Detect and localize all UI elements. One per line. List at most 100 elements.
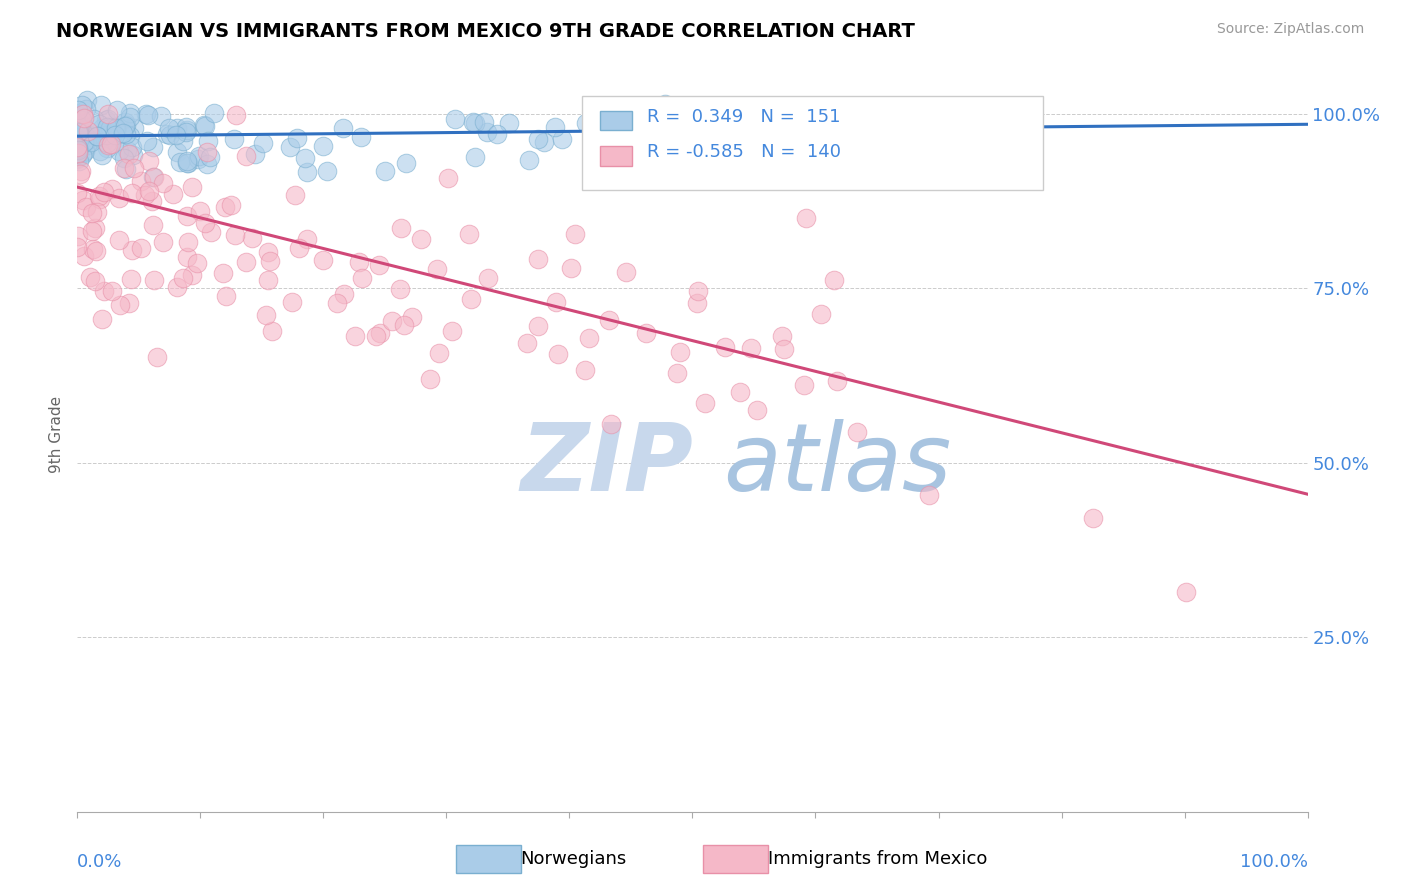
Point xyxy=(598,313,620,327)
Point xyxy=(98,137,121,152)
Point xyxy=(66,124,89,138)
Point xyxy=(166,280,188,294)
Point xyxy=(368,258,391,272)
Point xyxy=(516,335,538,350)
Point xyxy=(69,109,91,123)
Point xyxy=(66,111,89,125)
Point xyxy=(101,284,124,298)
Point xyxy=(122,161,145,176)
Point xyxy=(80,224,103,238)
Point xyxy=(90,128,112,143)
Point xyxy=(138,153,160,168)
Point xyxy=(628,103,651,117)
Point xyxy=(70,147,93,161)
Text: Immigrants from Mexico: Immigrants from Mexico xyxy=(768,850,987,868)
Point xyxy=(120,272,142,286)
Point xyxy=(172,270,194,285)
Point xyxy=(93,284,115,298)
Point xyxy=(70,163,93,178)
Point xyxy=(66,121,89,136)
Point xyxy=(395,156,418,170)
Point xyxy=(152,176,174,190)
Point xyxy=(202,106,225,120)
Point xyxy=(104,128,127,142)
Point xyxy=(142,219,165,233)
Point xyxy=(66,125,89,139)
FancyBboxPatch shape xyxy=(600,146,633,166)
Point xyxy=(374,164,396,178)
Point xyxy=(142,170,165,185)
Point xyxy=(389,221,412,235)
Point xyxy=(135,107,157,121)
Point xyxy=(98,134,121,148)
Point xyxy=(67,133,90,147)
Point xyxy=(176,155,198,169)
Point xyxy=(159,128,181,143)
Point xyxy=(686,296,709,310)
Point xyxy=(108,297,131,311)
Point xyxy=(69,167,91,181)
Point xyxy=(97,112,120,126)
Point xyxy=(174,125,197,139)
Point xyxy=(76,132,98,146)
Point xyxy=(73,249,96,263)
Point xyxy=(86,244,108,258)
Point xyxy=(366,328,388,343)
Point xyxy=(72,98,94,112)
Point xyxy=(104,123,127,137)
Point xyxy=(297,165,319,179)
Point xyxy=(254,308,277,322)
Point xyxy=(114,119,136,133)
Point xyxy=(195,157,218,171)
Point xyxy=(84,274,107,288)
Point xyxy=(181,268,204,283)
Text: Source: ZipAtlas.com: Source: ZipAtlas.com xyxy=(1216,22,1364,37)
Point xyxy=(636,326,658,340)
Point xyxy=(212,266,235,280)
Point xyxy=(66,142,89,156)
Point xyxy=(578,331,600,345)
Point xyxy=(66,146,89,161)
Point xyxy=(440,324,463,338)
Point xyxy=(75,103,97,117)
Point xyxy=(392,318,415,332)
Point xyxy=(463,115,485,129)
Point xyxy=(235,149,257,163)
Point xyxy=(772,342,794,356)
Point xyxy=(464,150,486,164)
Point xyxy=(129,241,152,255)
Point xyxy=(564,227,586,241)
Point xyxy=(87,189,110,203)
Point xyxy=(69,125,91,139)
Point xyxy=(198,151,221,165)
Point xyxy=(243,146,266,161)
Point xyxy=(187,149,209,163)
Point xyxy=(138,184,160,198)
Point xyxy=(825,374,848,388)
Point xyxy=(72,135,94,149)
FancyBboxPatch shape xyxy=(600,111,633,130)
Point xyxy=(66,134,89,148)
Point xyxy=(240,231,263,245)
Point xyxy=(100,130,122,145)
Point xyxy=(224,227,246,242)
Point xyxy=(112,151,135,165)
Point xyxy=(688,285,710,299)
Point xyxy=(166,145,188,159)
Point xyxy=(544,120,567,135)
Point xyxy=(66,141,89,155)
Point xyxy=(381,314,404,328)
Point xyxy=(350,271,373,285)
Point xyxy=(76,137,98,152)
Point xyxy=(1083,511,1105,525)
Point xyxy=(80,135,103,149)
Point xyxy=(176,153,198,168)
Point xyxy=(193,118,215,132)
Point xyxy=(76,93,98,107)
Point xyxy=(181,179,204,194)
Point xyxy=(177,156,200,170)
Point xyxy=(94,128,117,143)
Point xyxy=(166,121,188,136)
Point xyxy=(107,144,129,158)
Point xyxy=(728,385,751,400)
